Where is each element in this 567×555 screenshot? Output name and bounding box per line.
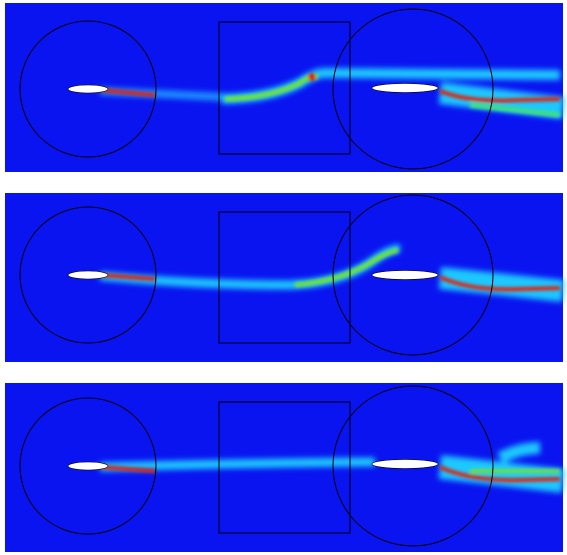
panel	[5, 3, 565, 172]
airfoil	[371, 459, 439, 469]
wake-core	[99, 465, 561, 483]
wake-core	[99, 247, 561, 292]
airfoil	[67, 461, 109, 471]
panel	[5, 193, 565, 362]
wake-core	[99, 73, 561, 118]
airfoil	[67, 84, 109, 94]
airfoil	[67, 270, 109, 280]
airfoil	[371, 83, 439, 93]
circle	[19, 20, 157, 158]
square	[218, 21, 351, 155]
circle	[332, 8, 494, 170]
circle	[332, 194, 494, 356]
square	[218, 401, 351, 534]
circle	[19, 397, 157, 535]
circle	[332, 385, 494, 547]
panel	[5, 383, 565, 552]
circle	[19, 206, 157, 344]
airfoil	[371, 270, 439, 280]
square	[218, 211, 351, 344]
